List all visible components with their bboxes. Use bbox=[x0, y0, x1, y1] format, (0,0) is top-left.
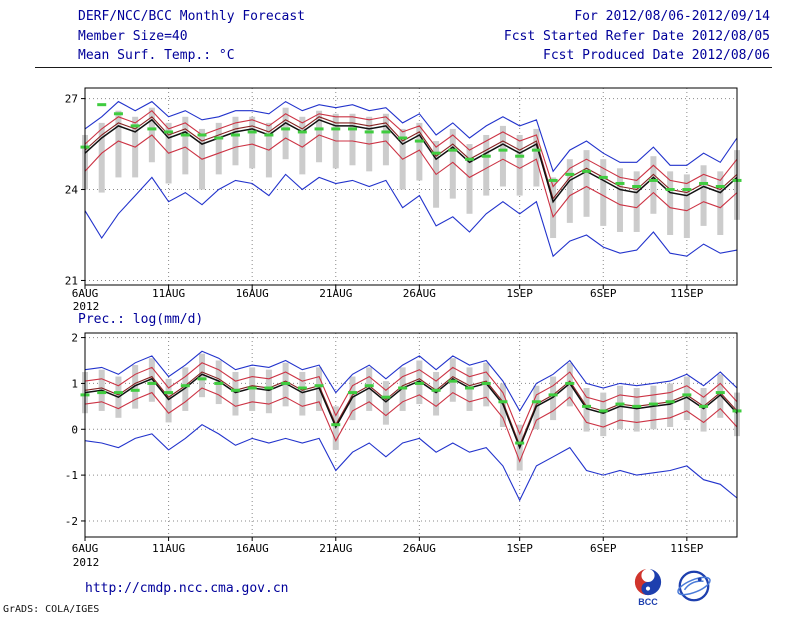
cma-logo bbox=[675, 567, 713, 605]
svg-text:6SEP: 6SEP bbox=[590, 287, 617, 300]
forecast-range-label: For 2012/08/06-2012/09/14 bbox=[574, 9, 770, 24]
bcc-logo-icon bbox=[634, 568, 662, 596]
spread-bars bbox=[82, 107, 740, 239]
series-ensemble_max bbox=[84, 100, 738, 173]
header-row-1: DERF/NCC/BCC Monthly Forecast For 2012/0… bbox=[78, 9, 770, 24]
svg-text:21AUG: 21AUG bbox=[319, 287, 352, 300]
svg-text:21: 21 bbox=[65, 274, 78, 287]
svg-text:21AUG: 21AUG bbox=[319, 542, 352, 555]
svg-text:11AUG: 11AUG bbox=[152, 287, 185, 300]
plot-frame bbox=[84, 87, 738, 286]
temperature-chart-title: Mean Surf. Temp.: °C bbox=[78, 48, 235, 63]
page-title: DERF/NCC/BCC Monthly Forecast bbox=[78, 9, 305, 24]
temperature-chart: 21 24 27 6AUG 11AUG 16AUG 21AUG 26AUG 1SEP 6SEP 11… bbox=[65, 87, 742, 313]
svg-text:2012: 2012 bbox=[73, 300, 100, 313]
plot-frame bbox=[84, 332, 738, 538]
climatology-dashes bbox=[80, 377, 742, 445]
svg-text:11SEP: 11SEP bbox=[670, 542, 703, 555]
series-control_run bbox=[84, 371, 738, 447]
series-control_run bbox=[84, 116, 738, 200]
svg-text:16AUG: 16AUG bbox=[236, 542, 269, 555]
svg-text:11AUG: 11AUG bbox=[152, 542, 185, 555]
header-divider bbox=[35, 67, 772, 68]
series-upper_quartile bbox=[84, 362, 738, 436]
svg-text:6AUG: 6AUG bbox=[72, 542, 99, 555]
axis-labels: 21 24 27 6AUG 11AUG 16AUG 21AUG 26AUG 1SEP 6SEP 11… bbox=[65, 93, 704, 313]
svg-text:0: 0 bbox=[71, 423, 78, 436]
svg-text:1SEP: 1SEP bbox=[506, 542, 533, 555]
fcst-produced-label: Fcst Produced Date 2012/08/06 bbox=[543, 48, 770, 63]
header-row-2: Member Size=40 Fcst Started Refer Date 2… bbox=[78, 29, 770, 44]
svg-text:1: 1 bbox=[71, 377, 78, 390]
fcst-started-label: Fcst Started Refer Date 2012/08/05 bbox=[503, 29, 770, 44]
svg-text:27: 27 bbox=[65, 93, 78, 106]
member-size-label: Member Size=40 bbox=[78, 29, 188, 44]
bcc-logo-label: BCC bbox=[638, 597, 658, 607]
svg-text:26AUG: 26AUG bbox=[403, 542, 436, 555]
svg-text:6AUG: 6AUG bbox=[72, 287, 99, 300]
svg-text:-1: -1 bbox=[65, 469, 78, 482]
spread-bars bbox=[82, 353, 740, 471]
grid bbox=[84, 333, 737, 537]
svg-text:16AUG: 16AUG bbox=[236, 287, 269, 300]
svg-text:24: 24 bbox=[65, 184, 79, 197]
series-ensemble_min bbox=[84, 173, 738, 258]
series-lower_quartile bbox=[84, 387, 738, 463]
series-lines bbox=[84, 350, 738, 502]
grads-credit: GrADS: COLA/IGES bbox=[3, 604, 100, 615]
svg-text:6SEP: 6SEP bbox=[590, 542, 617, 555]
svg-text:2: 2 bbox=[71, 332, 78, 345]
svg-text:26AUG: 26AUG bbox=[403, 287, 436, 300]
svg-text:1SEP: 1SEP bbox=[506, 287, 533, 300]
series-lines bbox=[84, 100, 738, 258]
logo-group: BCC bbox=[633, 567, 713, 607]
bcc-logo: BCC bbox=[633, 567, 663, 607]
series-ensemble_max bbox=[84, 350, 738, 412]
header-row-3: Mean Surf. Temp.: °C Fcst Produced Date … bbox=[78, 48, 770, 63]
cma-logo-icon bbox=[677, 570, 711, 602]
source-url: http://cmdp.ncc.cma.gov.cn bbox=[85, 581, 289, 596]
series-lower_quartile bbox=[84, 134, 738, 218]
series-upper_quartile bbox=[84, 109, 738, 188]
climatology-dashes bbox=[80, 103, 742, 192]
series-ens_mean bbox=[84, 373, 738, 450]
precipitation-chart-title: Prec.: log(mm/d) bbox=[78, 312, 204, 327]
series-ensemble_min bbox=[84, 424, 738, 502]
svg-text:11SEP: 11SEP bbox=[670, 287, 703, 300]
svg-text:2012: 2012 bbox=[73, 556, 100, 569]
svg-text:-2: -2 bbox=[65, 515, 78, 528]
series-ens_mean bbox=[84, 118, 738, 204]
